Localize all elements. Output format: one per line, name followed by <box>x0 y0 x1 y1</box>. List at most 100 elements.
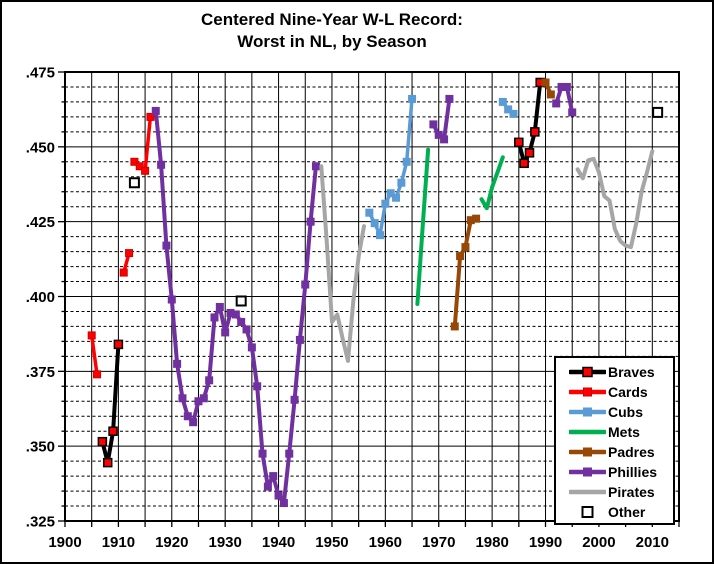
marker-padres <box>461 243 470 252</box>
marker-cubs <box>509 109 518 118</box>
series-line-braves <box>100 342 121 465</box>
legend-label: Padres <box>608 444 655 460</box>
marker-cards <box>87 331 96 340</box>
x-tick-label: 1930 <box>208 534 241 551</box>
series-phillies-b <box>429 94 454 144</box>
series-padres-b <box>541 78 555 99</box>
marker-cubs <box>376 231 385 240</box>
legend-entry-cubs: Cubs <box>556 402 673 422</box>
series-cards-b <box>119 249 134 277</box>
legend-swatch-other <box>581 506 594 518</box>
legend-swatch-padres <box>569 447 606 457</box>
marker-phillies <box>306 217 315 226</box>
y-tick-label: .475 <box>26 65 55 82</box>
marker-braves <box>97 436 108 447</box>
marker-phillies <box>285 449 294 458</box>
marker-cards <box>93 370 102 379</box>
series-line-cubs <box>367 97 414 237</box>
series-braves-a <box>97 339 124 468</box>
series-padres-a <box>450 214 481 331</box>
marker-phillies <box>445 94 454 103</box>
marker-cards <box>119 268 128 277</box>
series-other-points <box>128 106 664 307</box>
marker-padres <box>472 214 481 223</box>
legend: Braves Cards Cubs Mets Padres Phillies Pirates… <box>554 356 675 525</box>
marker-cubs <box>365 208 374 217</box>
legend-label: Braves <box>608 364 655 380</box>
marker-cards <box>125 249 134 258</box>
series-pirates-b <box>575 149 655 250</box>
x-tick-label: 1910 <box>102 534 135 551</box>
chart-title-line1: Centered Nine-Year W-L Record: <box>201 10 463 29</box>
series-braves-b <box>514 77 545 169</box>
x-tick-label: 1990 <box>529 534 562 551</box>
marker-cubs <box>402 157 411 166</box>
legend-marker-cards <box>583 387 592 397</box>
legend-entry-padres: Padres <box>556 442 673 462</box>
y-tick-label: .400 <box>26 289 55 306</box>
series-cards-a <box>87 331 102 379</box>
marker-other <box>652 106 664 118</box>
x-tick-label: 1980 <box>475 534 508 551</box>
marker-cards <box>130 157 139 166</box>
legend-label: Cards <box>608 384 648 400</box>
marker-padres <box>546 90 555 99</box>
marker-phillies <box>157 160 166 169</box>
marker-phillies <box>429 120 438 129</box>
marker-braves <box>108 426 118 436</box>
marker-phillies <box>162 241 171 250</box>
marker-cards <box>135 162 144 171</box>
marker-phillies <box>215 302 224 311</box>
legend-swatch-pirates <box>569 489 606 495</box>
series-line-mets <box>479 155 505 211</box>
x-tick-label: 1940 <box>262 534 295 551</box>
marker-phillies <box>173 359 182 368</box>
marker-phillies <box>167 295 176 304</box>
marker-phillies <box>295 335 304 344</box>
x-tick-label: 1920 <box>155 534 188 551</box>
legend-marker-braves <box>582 366 593 378</box>
marker-phillies <box>178 394 187 403</box>
marker-cards <box>146 112 155 121</box>
marker-phillies <box>199 394 208 403</box>
legend-entry-braves: Braves <box>556 362 673 382</box>
chart-title: Centered Nine-Year W-L Record: Worst in … <box>2 9 662 53</box>
marker-phillies <box>205 376 214 385</box>
y-tick-label: .425 <box>26 214 55 231</box>
series-line-pirates <box>575 149 655 250</box>
x-tick-label: 2010 <box>636 534 669 551</box>
legend-swatch-cubs <box>569 407 606 417</box>
series-pirates-a <box>319 164 366 363</box>
legend-entry-cards: Cards <box>556 382 673 402</box>
legend-label: Other <box>608 504 646 520</box>
marker-phillies <box>440 135 449 144</box>
y-tick-label: .375 <box>26 364 55 381</box>
axes: .325 .350 .375 .400 .425 .450 .475 1900 1910 1920… <box>26 65 680 551</box>
legend-label: Phillies <box>608 464 658 480</box>
x-tick-label: 1950 <box>315 534 348 551</box>
marker-phillies <box>189 418 198 427</box>
marker-phillies <box>311 162 320 171</box>
marker-padres <box>450 322 459 331</box>
marker-phillies <box>237 317 246 326</box>
legend-swatch-braves <box>569 366 606 378</box>
marker-cubs <box>381 199 390 208</box>
marker-phillies <box>279 499 288 508</box>
series-line-mets <box>415 147 431 306</box>
marker-phillies <box>247 343 256 352</box>
marker-other <box>128 177 140 189</box>
series-line-phillies <box>153 108 318 505</box>
legend-entry-other: Other <box>556 502 673 522</box>
series-cubs-a <box>365 94 417 240</box>
x-tick-label: 1900 <box>48 534 81 551</box>
marker-cubs <box>408 94 417 103</box>
marker-phillies <box>183 412 192 421</box>
x-tick-label: 1970 <box>422 534 455 551</box>
series-cubs-b <box>498 97 518 118</box>
marker-braves <box>102 457 113 468</box>
legend-marker-padres <box>583 447 592 457</box>
marker-cards <box>141 166 150 175</box>
series-line-cards <box>89 333 99 377</box>
series-layer <box>87 77 664 508</box>
marker-phillies <box>568 108 577 117</box>
